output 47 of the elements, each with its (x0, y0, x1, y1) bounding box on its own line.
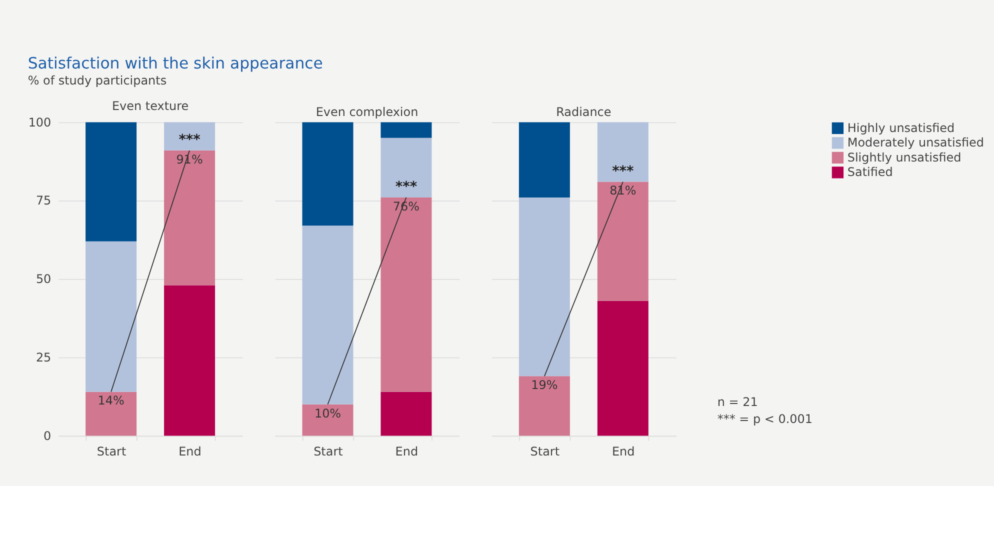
bar (380, 197, 432, 392)
x-tick-label: Start (314, 444, 344, 459)
annotation: 14% (98, 394, 124, 408)
bar (164, 122, 216, 150)
bar (86, 392, 137, 436)
annotation: *** (178, 132, 200, 148)
bar (380, 138, 432, 198)
bar (597, 122, 648, 182)
text: *** = p < 0.001 (717, 412, 812, 426)
bar (597, 182, 648, 301)
x-tick-label: End (612, 444, 635, 459)
x-tick-label: End (395, 444, 418, 459)
chart-title: Even complexion (316, 104, 418, 119)
y-tick-label: 100 (28, 115, 52, 130)
text: Satisfaction with the skin appearance (28, 54, 323, 73)
annotation: *** (612, 163, 634, 180)
bar (302, 226, 354, 404)
annotation: 10% (314, 406, 342, 420)
bar (302, 404, 354, 436)
x-tick-label: Start (530, 444, 560, 459)
bar (86, 241, 137, 392)
chart-title: Radiance (556, 104, 612, 119)
text: % of study participants (28, 73, 167, 88)
bar (164, 285, 216, 436)
bar (518, 197, 570, 376)
legend-label: Satified (847, 165, 893, 180)
bar (380, 122, 432, 138)
y-tick-label: 0 (44, 428, 52, 443)
bar (164, 150, 216, 286)
bar (518, 376, 570, 436)
annotation: *** (395, 178, 418, 195)
bar (597, 300, 648, 436)
legend-label: Slightly unsatisfied (847, 150, 962, 164)
text: n = 21 (717, 395, 758, 410)
y-tick-label: 75 (36, 194, 52, 208)
bar (86, 122, 137, 242)
x-tick-label: End (178, 444, 202, 459)
y-tick-label: 50 (36, 272, 52, 286)
bar (302, 122, 354, 226)
x-tick-label: Start (96, 444, 126, 459)
bar (380, 392, 432, 436)
chart-title: Even texture (112, 99, 189, 114)
legend-label: Highly unsatisfied (847, 120, 955, 135)
annotation: 19% (531, 378, 558, 392)
y-tick-label: 25 (36, 350, 52, 364)
bar (518, 122, 570, 198)
legend-label: Moderately unsatisfied (847, 136, 984, 150)
